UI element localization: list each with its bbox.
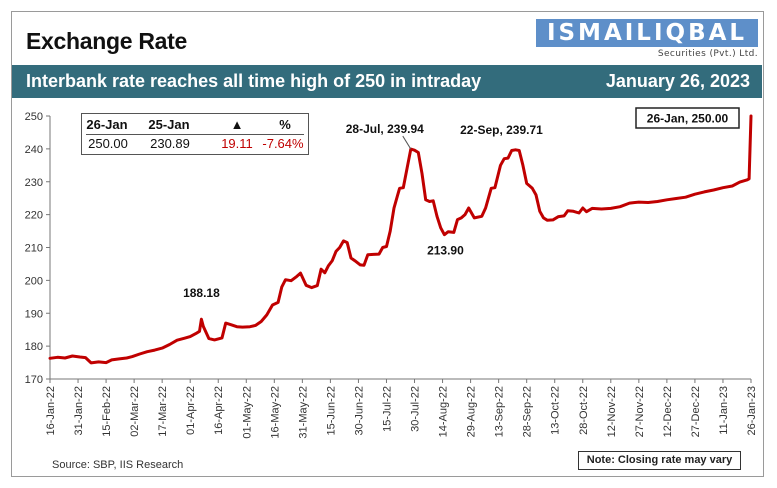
x-tick-label: 31-May-22 xyxy=(297,386,309,439)
summary-header-date2: 25-Jan xyxy=(148,117,190,132)
x-tick-label: 28-Sep-22 xyxy=(522,386,534,437)
summary-divider xyxy=(86,134,304,135)
x-tick-label: 12-Nov-22 xyxy=(606,386,618,437)
annotation-leader xyxy=(402,135,412,150)
rate-summary-box: 26-Jan 25-Jan ▲ % 250.00 230.89 19.11 -7… xyxy=(81,113,309,155)
y-tick-label: 210 xyxy=(25,243,43,255)
summary-value-percent: -7.64% xyxy=(262,136,304,151)
x-tick-label: 01-May-22 xyxy=(241,386,253,439)
x-tick-label: 14-Aug-22 xyxy=(438,386,450,437)
x-tick-label: 16-Jan-22 xyxy=(45,386,57,436)
y-tick-label: 230 xyxy=(25,177,43,189)
x-tick-label: 30-Jun-22 xyxy=(353,386,365,436)
exchange-rate-line xyxy=(48,114,753,365)
x-tick-label: 02-Mar-22 xyxy=(129,386,141,437)
y-tick-label: 180 xyxy=(25,341,43,353)
x-tick-label: 29-Aug-22 xyxy=(466,386,478,437)
y-tick-label: 200 xyxy=(25,275,43,287)
x-tick-label: 28-Oct-22 xyxy=(578,386,590,435)
annotation-box-26-jan xyxy=(635,107,740,129)
chart-frame xyxy=(11,11,764,477)
summary-value-date1: 250.00 xyxy=(88,136,128,151)
x-tick-label: 17-Mar-22 xyxy=(157,386,169,437)
summary-value-change: 19.11 xyxy=(221,136,253,151)
x-tick-label: 27-Dec-22 xyxy=(690,386,702,437)
x-tick-label: 12-Dec-22 xyxy=(662,386,674,437)
x-tick-label: 15-Jul-22 xyxy=(381,386,393,432)
headline-text: Interbank rate reaches all time high of … xyxy=(26,71,482,91)
y-tick-label: 190 xyxy=(25,308,43,320)
x-tick-label: 13-Oct-22 xyxy=(550,386,562,435)
x-tick-label: 15-Jun-22 xyxy=(325,386,337,436)
headline-date: January 26, 2023 xyxy=(605,71,750,91)
x-tick-label: 27-Nov-22 xyxy=(634,386,646,437)
y-tick-label: 220 xyxy=(25,210,43,222)
annotation-213: 213.90 xyxy=(427,244,464,258)
annotation-28-jul: 28-Jul, 239.94 xyxy=(346,122,424,136)
closing-rate-note: Note: Closing rate may vary xyxy=(578,451,741,470)
x-tick-label: 15-Feb-22 xyxy=(101,386,113,437)
headline-banner: Interbank rate reaches all time high of … xyxy=(12,65,762,98)
summary-header-change: ▲ xyxy=(230,117,244,132)
annotation-26-jan: 26-Jan, 250.00 xyxy=(647,112,729,126)
x-tick-label: 30-Jul-22 xyxy=(410,386,422,432)
x-tick-label: 26-Jan-23 xyxy=(746,386,758,436)
source-text: Source: SBP, IIS Research xyxy=(52,459,184,471)
company-logo: ISMAILIQBAL xyxy=(536,19,758,47)
annotation-188: 188.18 xyxy=(183,286,220,300)
summary-header-date1: 26-Jan xyxy=(86,117,128,132)
x-tick-label: 13-Sep-22 xyxy=(494,386,506,437)
summary-value-date2: 230.89 xyxy=(150,136,190,151)
y-tick-label: 170 xyxy=(25,374,43,386)
x-tick-label: 16-Apr-22 xyxy=(213,386,225,435)
logo-subtitle: Securities (Pvt.) Ltd. xyxy=(657,49,758,59)
x-tick-label: 11-Jan-23 xyxy=(718,386,730,435)
x-tick-label: 31-Jan-22 xyxy=(73,386,85,436)
y-tick-label: 240 xyxy=(25,144,43,156)
x-tick-label: 16-May-22 xyxy=(269,386,281,439)
summary-header-percent: % xyxy=(279,117,291,132)
y-tick-label: 250 xyxy=(25,111,43,123)
page-title: Exchange Rate xyxy=(26,28,187,54)
logo-text: ISMAILIQBAL xyxy=(546,20,748,46)
annotation-22-sep: 22-Sep, 239.71 xyxy=(460,123,543,137)
x-tick-label: 01-Apr-22 xyxy=(185,386,197,435)
